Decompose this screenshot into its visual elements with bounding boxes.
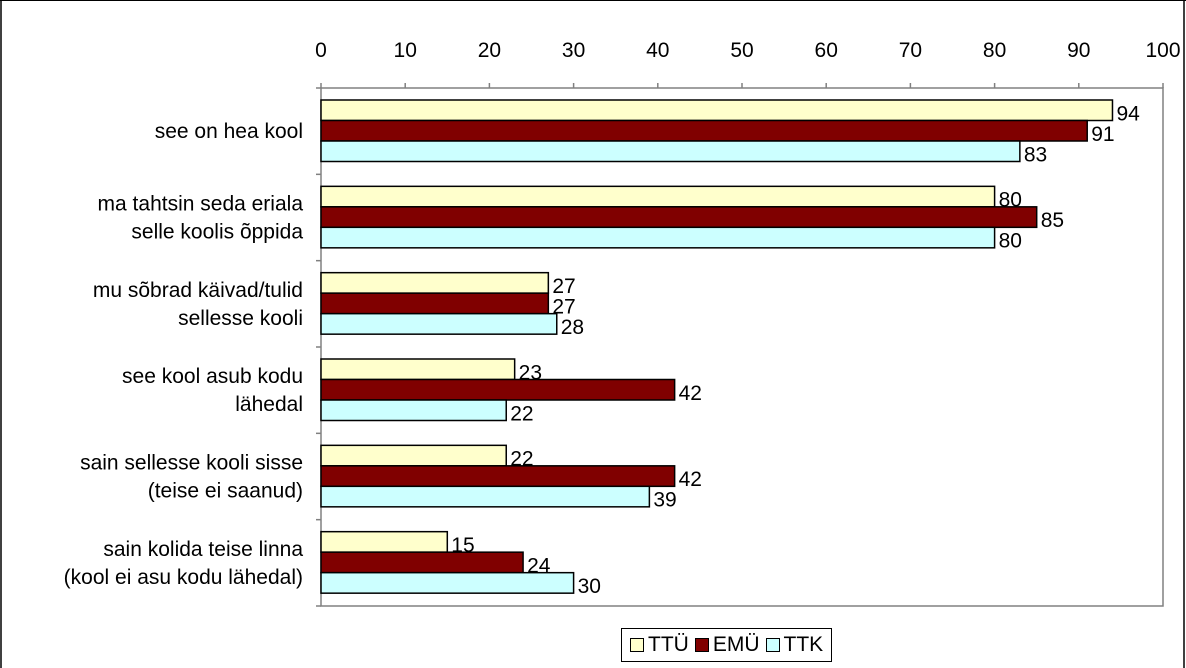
category-label: sain sellesse kooli sisse (teise ei saanu… [80, 452, 303, 503]
bar [320, 358, 516, 381]
bar-group [320, 99, 1114, 594]
x-tick-label: 40 [646, 39, 669, 62]
x-tick-label: 10 [394, 39, 417, 62]
bar [320, 571, 575, 594]
legend-swatch-ttu [630, 638, 644, 652]
data-label: 80 [999, 230, 1022, 253]
category-label: see on hea kool [155, 120, 303, 143]
data-label: 22 [510, 402, 533, 425]
legend-label-ttk: TTK [783, 633, 824, 656]
bar [320, 119, 1088, 142]
bar [320, 206, 1038, 229]
bar [320, 271, 550, 294]
legend-swatch-ttk [765, 638, 780, 652]
category-label: mu sõbrad käivad/tulid sellesse kooli [93, 279, 303, 330]
data-label: 23 [519, 361, 542, 384]
data-label: 24 [527, 554, 551, 577]
legend: TTÜ EMÜ TTK [621, 628, 833, 662]
data-label: 42 [679, 468, 702, 491]
legend-label-ttu: TTÜ [648, 633, 689, 656]
x-tick-label: 0 [315, 39, 327, 62]
category-label: ma tahtsin seda eriala selle koolis õppid… [98, 193, 304, 244]
data-label: 30 [578, 575, 601, 598]
bar [320, 140, 1021, 163]
bar [320, 444, 507, 467]
data-label: 22 [510, 448, 533, 471]
data-label: 27 [552, 275, 575, 298]
bar [320, 378, 676, 401]
data-label: 39 [653, 489, 676, 512]
x-tick-label: 100 [1145, 39, 1180, 62]
x-tick-label: 30 [562, 39, 585, 62]
data-label: 83 [1024, 143, 1047, 166]
bar [320, 485, 651, 508]
legend-swatch-emu [694, 638, 709, 652]
data-label: 80 [999, 189, 1022, 212]
data-label: 42 [679, 382, 702, 405]
data-label: 91 [1091, 123, 1114, 146]
legend-item-ttu: TTÜ [630, 633, 689, 657]
data-label: 28 [561, 316, 584, 339]
x-tick-label: 60 [815, 39, 838, 62]
bar [320, 465, 676, 488]
bar [320, 226, 996, 249]
bar [320, 99, 1114, 122]
legend-item-ttk: TTK [765, 633, 824, 657]
bar [320, 551, 524, 574]
bar [320, 530, 449, 553]
legend-item-emu: EMÜ [694, 633, 760, 657]
x-tick-label: 70 [899, 39, 922, 62]
x-tick-label: 50 [730, 39, 753, 62]
x-tick-label: 20 [478, 39, 501, 62]
bar [320, 312, 558, 335]
x-tick-label: 80 [983, 39, 1006, 62]
bar [320, 399, 507, 422]
bar [320, 292, 550, 315]
x-tick-label: 90 [1067, 39, 1090, 62]
data-label: 15 [451, 534, 474, 557]
data-label: 27 [552, 295, 575, 318]
bar [320, 185, 996, 208]
category-label: see kool asub kodu lähedal [122, 365, 303, 416]
data-label: 85 [1041, 209, 1064, 232]
category-label: sain kolida teise linna (kool ei asu kodu… [64, 538, 304, 589]
data-label: 94 [1116, 102, 1140, 125]
legend-label-emu: EMÜ [712, 633, 760, 656]
tick-group: 0 10 20 30 40 50 60 70 80 90 100 [315, 39, 1181, 607]
